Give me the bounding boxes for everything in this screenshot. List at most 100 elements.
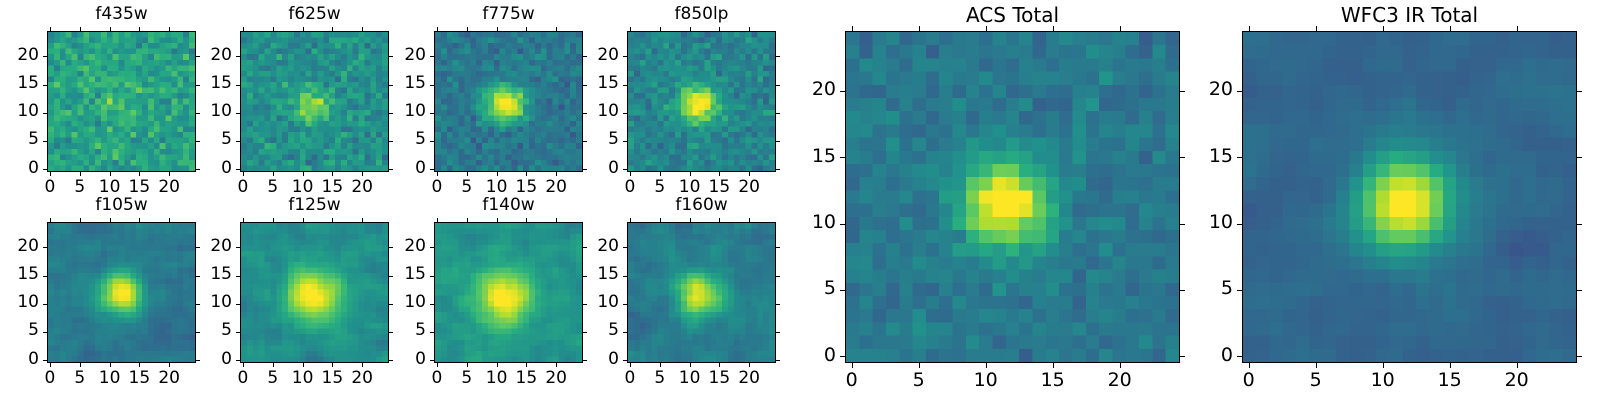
x-tick-mark (437, 172, 438, 176)
y-tick-label: 15 (404, 73, 426, 94)
x-tick-label: 20 (545, 368, 567, 388)
y-tick-mark-right (583, 332, 587, 333)
y-tick-mark (430, 85, 434, 86)
x-tick-label: 15 (128, 368, 151, 388)
x-tick-mark-top (630, 27, 631, 31)
x-tick-mark (362, 172, 363, 176)
y-tick-label: 20 (811, 78, 836, 101)
y-tick-mark (236, 304, 240, 305)
y-tick-mark-right (196, 332, 200, 333)
y-tick-mark (430, 56, 434, 57)
x-tick-mark (139, 363, 140, 367)
y-tick-mark-right (196, 56, 200, 57)
heatmap-axes-acs-total[interactable] (845, 31, 1180, 363)
x-tick-mark (273, 363, 274, 367)
y-tick-label: 10 (17, 292, 39, 313)
x-tick-label: 10 (291, 177, 314, 197)
x-tick-mark-top (497, 218, 498, 222)
y-tick-label: 5 (608, 320, 619, 341)
heatmap-axes-wfc3-ir-total[interactable] (1242, 31, 1577, 363)
x-tick-mark-top (556, 27, 557, 31)
y-tick-mark-right (1577, 91, 1582, 92)
x-tick-mark (526, 363, 527, 367)
y-tick-mark-right (389, 304, 393, 305)
x-tick-mark (243, 363, 244, 367)
heatmap-axes-f140w[interactable] (434, 222, 583, 363)
y-tick-mark (623, 304, 627, 305)
heatmap-image-f160w (628, 223, 775, 362)
y-tick-mark-right (389, 360, 393, 361)
y-tick-mark-right (196, 360, 200, 361)
x-tick-mark (139, 172, 140, 176)
y-tick-mark-right (1180, 91, 1185, 92)
x-tick-label: 0 (845, 369, 858, 391)
x-tick-mark-top (303, 218, 304, 222)
y-tick-mark-right (196, 304, 200, 305)
x-tick-mark (919, 363, 920, 368)
y-tick-mark (430, 247, 434, 248)
x-tick-label: 10 (485, 177, 508, 197)
y-tick-mark (623, 247, 627, 248)
y-tick-label: 5 (221, 320, 232, 341)
x-tick-label: 5 (1309, 369, 1322, 391)
x-tick-mark (303, 172, 304, 176)
x-tick-mark-top (986, 26, 987, 31)
x-tick-label: 20 (158, 368, 180, 388)
x-tick-label: 20 (738, 368, 760, 388)
y-tick-label: 0 (608, 348, 619, 369)
x-tick-label: 0 (624, 177, 636, 197)
x-tick-mark (556, 363, 557, 367)
panel-title-f105w: f105w (95, 195, 148, 215)
heatmap-axes-f625w[interactable] (240, 31, 389, 172)
x-tick-label: 0 (237, 368, 249, 388)
x-tick-label: 5 (461, 177, 473, 197)
x-tick-label: 10 (98, 368, 121, 388)
x-tick-mark-top (80, 218, 81, 222)
y-tick-label: 10 (210, 101, 232, 122)
x-tick-mark (303, 363, 304, 367)
x-tick-mark-top (919, 26, 920, 31)
y-tick-mark-right (583, 56, 587, 57)
x-tick-mark (690, 172, 691, 176)
y-tick-label: 20 (404, 44, 426, 65)
y-tick-mark-right (776, 85, 780, 86)
x-tick-mark (1316, 363, 1317, 368)
y-tick-mark (236, 276, 240, 277)
y-tick-label: 20 (17, 235, 39, 256)
x-tick-mark (719, 172, 720, 176)
heatmap-axes-f850lp[interactable] (627, 31, 776, 172)
y-tick-label: 5 (608, 129, 619, 150)
x-tick-label: 5 (912, 369, 925, 391)
y-tick-mark-right (776, 169, 780, 170)
y-tick-mark (840, 157, 845, 158)
x-tick-mark (1383, 363, 1384, 368)
x-tick-label: 10 (973, 369, 998, 391)
y-tick-mark-right (196, 113, 200, 114)
x-tick-mark-top (50, 27, 51, 31)
x-tick-mark-top (719, 27, 720, 31)
y-tick-label: 15 (1208, 144, 1233, 167)
heatmap-axes-f125w[interactable] (240, 222, 389, 363)
y-tick-label: 15 (597, 73, 619, 94)
x-tick-label: 0 (431, 368, 443, 388)
y-tick-mark-right (776, 304, 780, 305)
y-tick-mark (623, 141, 627, 142)
x-tick-mark-top (526, 218, 527, 222)
y-tick-mark-right (1577, 290, 1582, 291)
y-tick-mark (43, 276, 47, 277)
y-tick-label: 15 (597, 264, 619, 285)
x-tick-mark-top (169, 218, 170, 222)
heatmap-axes-f160w[interactable] (627, 222, 776, 363)
heatmap-axes-f775w[interactable] (434, 31, 583, 172)
x-tick-label: 15 (515, 368, 538, 388)
x-tick-label: 20 (1107, 369, 1132, 391)
heatmap-axes-f435w[interactable] (47, 31, 196, 172)
y-tick-mark (236, 113, 240, 114)
panel-title-f125w: f125w (288, 195, 341, 215)
x-tick-label: 15 (708, 177, 731, 197)
heatmap-axes-f105w[interactable] (47, 222, 196, 363)
y-tick-label: 0 (823, 343, 836, 366)
x-tick-mark (332, 363, 333, 367)
x-tick-label: 10 (291, 368, 314, 388)
y-tick-label: 10 (404, 101, 426, 122)
